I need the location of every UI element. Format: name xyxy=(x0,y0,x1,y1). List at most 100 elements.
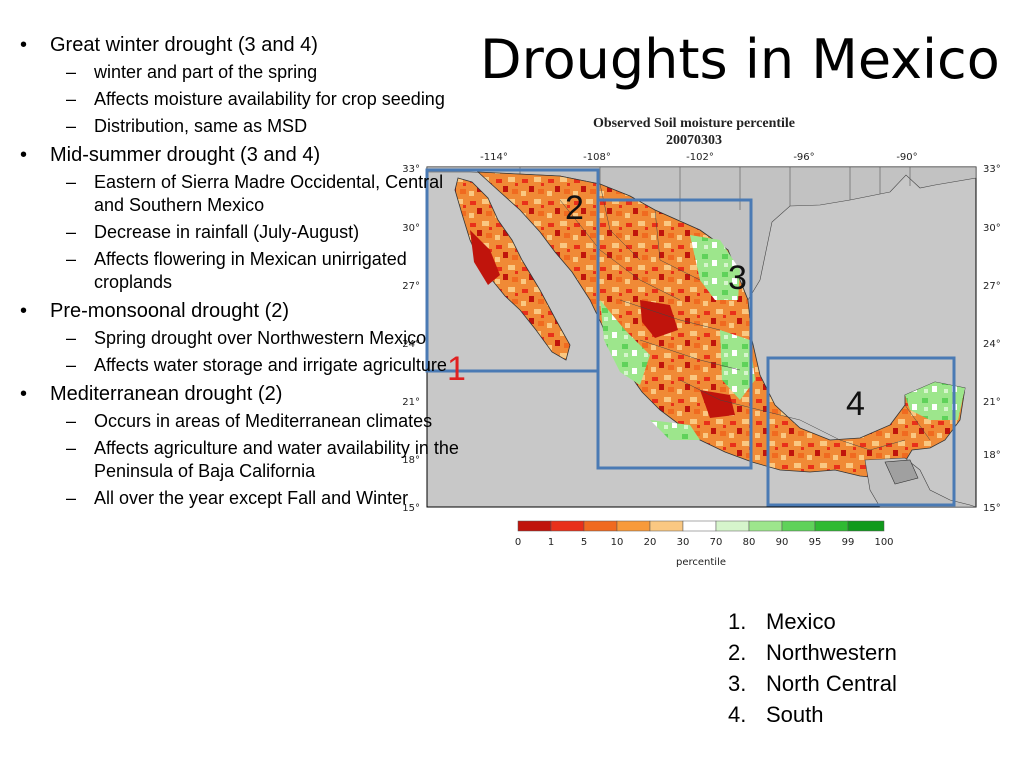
bullet-text: Pre-monsoonal drought (2) xyxy=(50,300,290,322)
dash: – xyxy=(66,222,77,242)
colorbar-swatch xyxy=(649,520,684,532)
region-label-4: 4 xyxy=(846,385,865,423)
colorbar-tick: 70 xyxy=(710,537,723,548)
region-number: 2. xyxy=(728,640,747,665)
lon-label: -90° xyxy=(896,152,917,163)
sub-bullet-text: Affects flowering in Mexican unirrigated… xyxy=(94,249,407,292)
bullet-dot: • xyxy=(20,34,28,56)
sub-bullet: – Affects water storage and irrigate agri… xyxy=(14,354,464,377)
sub-bullet: – All over the year except Fall and Winte… xyxy=(14,487,464,510)
colorbar-swatch xyxy=(814,520,849,532)
colorbar-swatch xyxy=(715,520,750,532)
bullet-winter-drought: • Great winter drought (3 and 4) xyxy=(14,33,464,57)
latitude-labels-right: 33° 30° 27° 24° 21° 18° 15° xyxy=(983,164,1001,514)
moist-area-south-coast xyxy=(650,420,700,440)
region-box-3 xyxy=(596,198,753,470)
sub-bullet: – Affects moisture availability for crop … xyxy=(14,88,464,111)
region-list-item: 3. North Central xyxy=(728,668,897,699)
bullet-mediterranean-drought: • Mediterranean drought (2) xyxy=(14,382,464,406)
dash: – xyxy=(66,249,77,269)
sub-bullet-text: Decrease in rainfall (July-August) xyxy=(94,222,360,242)
dash: – xyxy=(66,411,77,431)
guatemala xyxy=(884,459,919,485)
colorbar-tick: 99 xyxy=(842,537,855,548)
region-label-2: 2 xyxy=(565,189,584,227)
lat-label: 15° xyxy=(983,503,1001,514)
region-boxes xyxy=(425,168,956,507)
colorbar-swatch xyxy=(748,520,783,532)
severe-patch-south xyxy=(700,390,735,418)
moist-area-gulf xyxy=(720,330,755,400)
lat-label: 21° xyxy=(402,397,420,408)
colorbar-tick: 1 xyxy=(548,537,554,548)
bullet-dot: • xyxy=(20,383,28,405)
region-labels: 1 2 3 4 xyxy=(447,189,865,423)
map-title: Observed Soil moisture percentile xyxy=(593,116,795,131)
lat-label: 27° xyxy=(402,281,420,292)
bullet-text: Great winter drought (3 and 4) xyxy=(50,34,318,56)
lat-label: 27° xyxy=(983,281,1001,292)
lat-label: 30° xyxy=(402,223,420,234)
colorbar-swatch xyxy=(781,520,816,532)
bullet-dot: • xyxy=(20,300,28,322)
sub-bullet-text: Distribution, same as MSD xyxy=(94,116,308,136)
region-name: South xyxy=(766,702,824,727)
sub-bullet: – Occurs in areas of Mediterranean climat… xyxy=(14,410,464,433)
sub-bullet: – Affects flowering in Mexican unirrigate… xyxy=(14,248,464,294)
soil-moisture-map: Observed Soil moisture percentile 200703… xyxy=(402,116,1001,568)
bullet-text: Mediterranean drought (2) xyxy=(50,383,283,405)
colorbar-swatch xyxy=(517,520,552,532)
dash: – xyxy=(66,355,77,375)
lat-label: 15° xyxy=(402,503,420,514)
sub-bullet-text: Affects moisture availability for crop s… xyxy=(94,89,445,109)
lon-label: -108° xyxy=(583,152,611,163)
lat-label: 24° xyxy=(402,339,420,350)
severe-patch-baja xyxy=(470,230,500,285)
region-box-4 xyxy=(766,356,956,507)
sub-bullet: – Distribution, same as MSD xyxy=(14,115,464,138)
colorbar-tick: 30 xyxy=(677,537,690,548)
slide-title: Droughts in Mexico xyxy=(480,28,1000,91)
region-name: North Central xyxy=(766,671,897,696)
region-number: 3. xyxy=(728,671,747,696)
region-number: 4. xyxy=(728,702,747,727)
dash: – xyxy=(66,172,77,192)
lon-label: -96° xyxy=(793,152,814,163)
region-label-3: 3 xyxy=(728,259,747,297)
moist-area-west xyxy=(600,300,650,385)
dash: – xyxy=(66,328,77,348)
colorbar-tick: 100 xyxy=(874,537,893,548)
sub-bullet-text: Spring drought over Northwestern Mexico xyxy=(94,328,427,348)
colorbar-tick: 5 xyxy=(581,537,587,548)
colorbar-tick: 90 xyxy=(776,537,789,548)
lon-label: -114° xyxy=(480,152,508,163)
sub-bullet: – Eastern of Sierra Madre Occidental, Cen… xyxy=(14,171,464,217)
sub-bullet-text: All over the year except Fall and Winter xyxy=(94,488,409,508)
sub-bullet: – Decrease in rainfall (July-August) xyxy=(14,221,464,244)
colorbar-tick: 20 xyxy=(644,537,657,548)
baja-california xyxy=(454,177,571,361)
bullet-premonsoonal-drought: • Pre-monsoonal drought (2) xyxy=(14,299,464,323)
moist-area-yucatan xyxy=(905,382,965,420)
sub-bullet: – winter and part of the spring xyxy=(14,61,464,84)
lon-label: -102° xyxy=(686,152,714,163)
mexico-state-borders xyxy=(559,183,931,451)
sub-bullet-text: Occurs in areas of Mediterranean climate… xyxy=(94,411,433,431)
region-list-item: 4. South xyxy=(728,699,897,730)
sub-bullet-text: Affects agriculture and water availabili… xyxy=(94,438,459,481)
longitude-labels: -114° -108° -102° -96° -90° xyxy=(480,152,918,163)
colorbar-swatch xyxy=(682,520,717,532)
moist-area-northeast xyxy=(690,235,740,300)
region-name: Mexico xyxy=(766,609,836,634)
lat-label: 21° xyxy=(983,397,1001,408)
sub-bullet-text: winter and part of the spring xyxy=(94,62,318,82)
colorbar xyxy=(517,520,885,532)
latitude-labels-left: 33° 30° 27° 24° 21° 18° 15° xyxy=(402,164,420,514)
region-list-item: 1. Mexico xyxy=(728,606,897,637)
sub-bullet: – Spring drought over Northwestern Mexico xyxy=(14,327,464,350)
map-date: 20070303 xyxy=(666,133,722,148)
colorbar-tick: 10 xyxy=(611,537,624,548)
sub-bullet-text: Affects water storage and irrigate agric… xyxy=(94,355,447,375)
lat-label: 18° xyxy=(983,450,1001,461)
dash: – xyxy=(66,438,77,458)
